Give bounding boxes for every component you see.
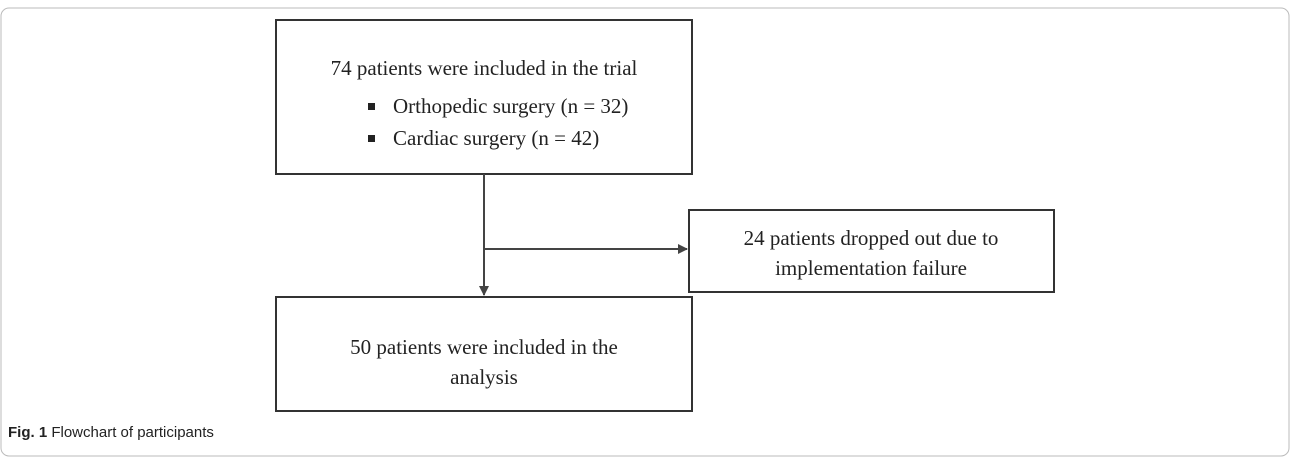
box-text: 50 patients were included in the [350,335,618,359]
box-analysis [275,296,693,412]
box-included [275,19,693,175]
bullet [368,103,375,110]
box-item: Orthopedic surgery (n = 32) [393,94,628,118]
box-text: analysis [450,365,518,389]
bullet [368,135,375,142]
figure-frame [0,7,1290,457]
box-item: Cardiac surgery (n = 42) [393,126,599,150]
caption: Fig. 1 Flowchart of participants [8,424,214,441]
caption-text: Flowchart of participants [51,424,214,441]
box-text: 24 patients dropped out due to [744,226,999,250]
box-title: 74 patients were included in the trial [331,56,638,80]
box-text: implementation failure [775,256,967,280]
box-dropped [688,209,1055,293]
caption-label: Fig. 1 [8,424,47,441]
